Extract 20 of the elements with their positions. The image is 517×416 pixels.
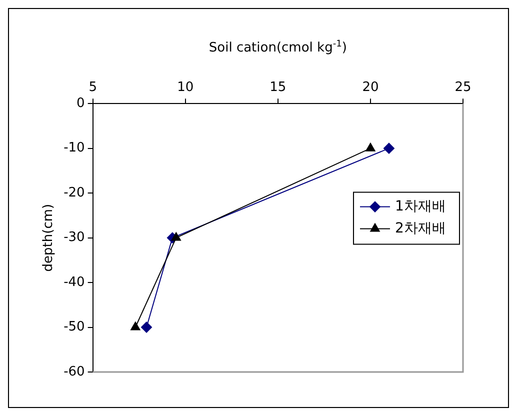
point xyxy=(383,142,394,154)
y-tick-label: -40 xyxy=(64,274,85,290)
y-tick-label: -30 xyxy=(64,230,85,246)
legend-label: 2차재배 xyxy=(395,220,446,236)
point xyxy=(141,322,152,333)
y-tick-label: -10 xyxy=(64,140,85,156)
x-tick-label: 15 xyxy=(270,80,286,96)
y-axis-title: depth(cm) xyxy=(41,204,56,272)
y-tick-label: -50 xyxy=(64,320,85,335)
legend-label: 1차재배 xyxy=(395,198,446,214)
y-tick-label: -60 xyxy=(64,364,85,380)
y-tick-label: 0 xyxy=(76,96,85,111)
y-tick-label: -20 xyxy=(64,185,85,200)
x-tick-label: 20 xyxy=(362,80,379,96)
point xyxy=(366,142,376,152)
point xyxy=(130,322,140,330)
x-tick-label: 10 xyxy=(177,80,194,96)
point xyxy=(171,232,181,241)
x-tick-label: 25 xyxy=(454,80,472,96)
x-tick-label: 5 xyxy=(88,80,97,96)
